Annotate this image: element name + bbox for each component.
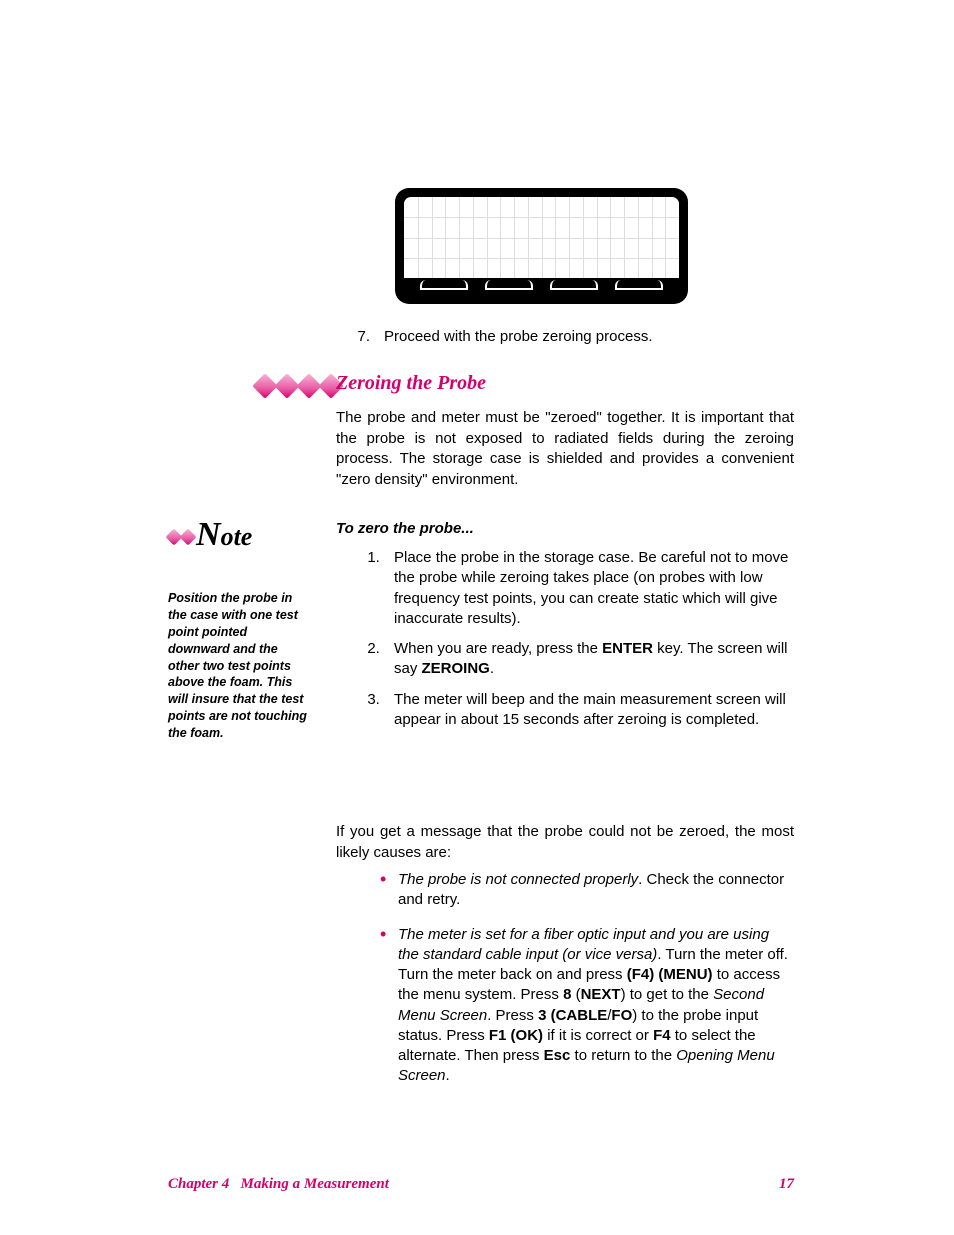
t: ) to get to the	[621, 986, 714, 1003]
footer-title: Making a Measurement	[241, 1176, 389, 1192]
key-name: NEXT	[581, 986, 621, 1003]
section-heading-wrap: Zeroing the Probe	[336, 372, 794, 395]
causes-list: The probe is not connected properly. Che…	[336, 870, 794, 1087]
softkey-indicator	[420, 280, 468, 290]
key-name: F4	[653, 1027, 671, 1044]
step-7-row: 7. Proceed with the probe zeroing proces…	[336, 328, 794, 345]
step-7-text: Proceed with the probe zeroing process.	[384, 328, 652, 345]
softkey-indicator	[485, 280, 533, 290]
step-item: Place the probe in the storage case. Be …	[384, 548, 794, 629]
cause-item: The probe is not connected properly. Che…	[384, 870, 794, 911]
intro-paragraph: The probe and meter must be "zeroed" tog…	[336, 408, 794, 491]
key-name: ZEROING	[422, 660, 490, 677]
causes-list-wrap: The probe is not connected properly. Che…	[336, 870, 794, 1101]
footer-left: Chapter 4 Making a Measurement	[168, 1176, 389, 1193]
grid-line	[404, 238, 679, 239]
subheading: To zero the probe...	[336, 520, 794, 537]
section-heading-row	[256, 377, 340, 395]
softkey-indicator	[615, 280, 663, 290]
cause-lead: The probe is not connected properly	[398, 871, 638, 888]
t: .	[446, 1067, 450, 1084]
note-label-block: Note	[168, 516, 308, 554]
lcd-bezel	[395, 188, 688, 304]
lcd-screen-figure	[395, 188, 688, 304]
key-name: 3 (CABLE	[538, 1007, 607, 1024]
note-diamond-ornament	[168, 531, 194, 543]
key-name: FO	[611, 1007, 632, 1024]
step-7-number: 7.	[336, 328, 384, 345]
step-text-part: .	[490, 660, 494, 677]
grid-line	[404, 217, 679, 218]
step-item: The meter will beep and the main measure…	[384, 690, 794, 731]
page-footer: Chapter 4 Making a Measurement 17	[168, 1176, 794, 1193]
steps-list-wrap: Place the probe in the storage case. Be …	[336, 548, 794, 740]
step-text: Place the probe in the storage case. Be …	[394, 549, 788, 627]
step-text-part: When you are ready, press the	[394, 640, 602, 657]
diamond-icon	[180, 529, 197, 546]
footer-page-number: 17	[779, 1176, 794, 1193]
section-heading: Zeroing the Probe	[336, 372, 794, 395]
fail-intro: If you get a message that the probe coul…	[336, 822, 794, 863]
lcd-softkey-row	[404, 278, 679, 300]
steps-list: Place the probe in the storage case. Be …	[336, 548, 794, 730]
footer-chapter: Chapter 4	[168, 1176, 229, 1192]
key-name: ENTER	[602, 640, 653, 657]
key-name: F1 (OK)	[489, 1027, 543, 1044]
grid-line	[404, 258, 679, 259]
step-item: When you are ready, press the ENTER key.…	[384, 639, 794, 680]
diamond-ornament	[256, 377, 340, 395]
t: (	[571, 986, 580, 1003]
softkey-indicator	[550, 280, 598, 290]
side-note: Position the probe in the case with one …	[168, 590, 308, 742]
lcd-display	[404, 197, 679, 278]
page: 7. Proceed with the probe zeroing proces…	[0, 0, 954, 1235]
key-name: Esc	[544, 1047, 571, 1064]
cause-item: The meter is set for a fiber optic input…	[384, 925, 794, 1087]
note-label: Note	[196, 522, 252, 551]
t: to return to the	[570, 1047, 676, 1064]
t: if it is correct or	[543, 1027, 653, 1044]
key-name: (F4) (MENU)	[627, 966, 713, 983]
t: . Press	[487, 1007, 538, 1024]
step-text: The meter will beep and the main measure…	[394, 691, 786, 728]
